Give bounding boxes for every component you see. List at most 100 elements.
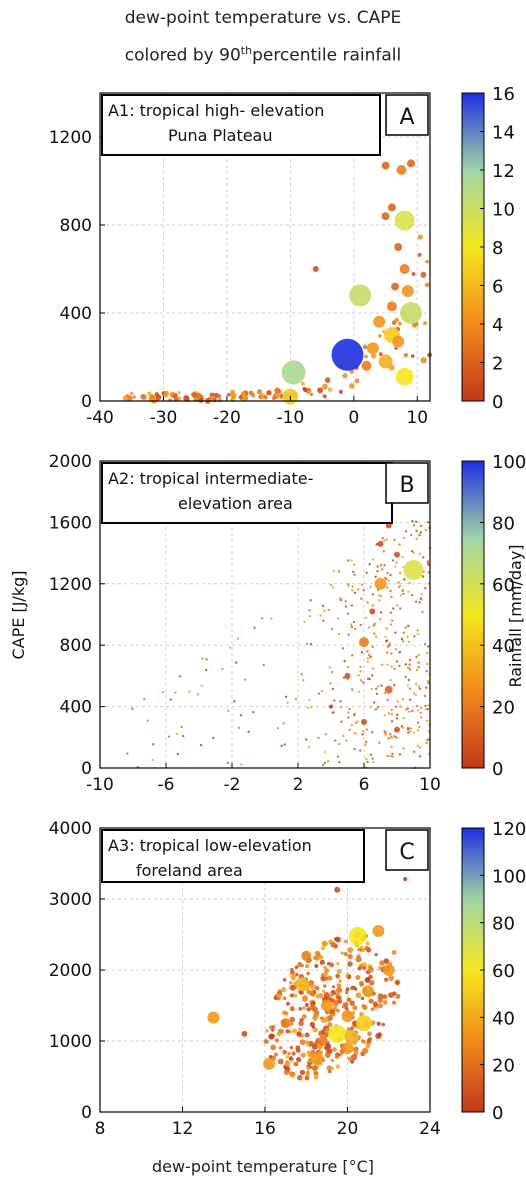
panel-b-scatter-point-small (407, 666, 410, 670)
panel-b-scatter-point-small (317, 692, 321, 695)
panel-c-scatter-point (241, 1030, 248, 1037)
panel-a-scatter-point-small (163, 390, 170, 397)
panel-b-scatter-point-small (389, 611, 392, 614)
panel-b-scatter-point-small (359, 665, 362, 669)
panel-a-scatter-point-small (423, 321, 428, 326)
panel-b-scatter-point-small (332, 586, 335, 589)
panel-a-scatter-point-small (411, 322, 418, 328)
panel-b-scatter-point-small (380, 568, 384, 571)
panel-b-scatter-point-small (374, 575, 377, 578)
panel-b-scatter-point-small (167, 735, 171, 738)
panel-a-scatter-point-small (397, 321, 403, 326)
panel-b-scatter-point-small (178, 675, 182, 678)
panel-b-scatter-point-small (407, 590, 410, 593)
panel-b-scatter-point-small (396, 713, 399, 716)
panel-b-scatter-point-small (337, 570, 341, 573)
panel-b-scatter-point-small (282, 722, 285, 725)
panel-a-scatter-point-small (238, 395, 243, 400)
panel-c-scatter-point-small (311, 1065, 317, 1071)
panel-a-letter: A (399, 105, 414, 130)
panel-b-scatter-point-small (395, 561, 398, 564)
title-line2-text-end: percentile rainfall (252, 45, 402, 66)
panel-b-scatter-point-small (409, 533, 413, 537)
panel-c-y-tick-label: 2000 (49, 961, 92, 981)
panel-b-scatter-point-small (408, 687, 412, 690)
panel-a-legend-box (101, 94, 381, 156)
panel-b-scatter-point-small (371, 645, 374, 648)
panel-a-scatter-point-small (250, 393, 256, 398)
panel-c-scatter-point-small (364, 945, 370, 951)
panel-b-scatter-point-small (404, 663, 408, 666)
panel-c-scatter-point-small (350, 1054, 357, 1061)
panel-a-scatter-point (394, 210, 415, 231)
panel-b-scatter-point-small (352, 620, 356, 624)
panel-a-scatter-point-small (378, 334, 382, 338)
panel-b-scatter-point-small (407, 678, 411, 682)
panel-a-colorbar-tick-label: 16 (492, 84, 515, 105)
panel-b-scatter-point-small (346, 612, 350, 615)
panel-b-scatter-point-small (371, 730, 374, 734)
panel-c-scatter-point-small (335, 1064, 341, 1069)
panel-b-scatter-point-small (425, 670, 428, 673)
panel-b-scatter-point-small (425, 741, 428, 745)
panel-b-scatter-point-small (427, 571, 430, 574)
panel-c-scatter-point-small (322, 984, 327, 988)
panel-b-scatter-point-small (376, 565, 379, 568)
panel-a-scatter-point-small (349, 369, 354, 374)
panel-b-scatter-point-small (389, 678, 392, 682)
panel-c-scatter-point-small (330, 1066, 335, 1071)
panel-b-scatter-point-small (196, 693, 200, 696)
panel-b-scatter-point-small (342, 676, 346, 679)
panel-c-scatter-point-small (377, 1003, 383, 1009)
panel-b-legend-line2: elevation area (178, 494, 293, 513)
panel-a-legend-line1: A1: tropical high- elevation (108, 101, 324, 120)
panel-b-scatter-point-small (351, 585, 354, 588)
panel-c-scatter-point-small (293, 993, 298, 998)
panel-c-scatter-point-small (341, 1005, 346, 1009)
panel-b-scatter-point-small (276, 727, 280, 730)
panel-b-scatter-point-small (379, 618, 382, 621)
panel-c-x-tick-label: 20 (337, 1119, 359, 1139)
panel-a-scatter-point-small (322, 394, 327, 399)
panel-a-scatter-point (349, 284, 372, 307)
panel-b-scatter-point-small (388, 579, 391, 582)
panel-c-y-tick-label: 1000 (49, 1032, 92, 1052)
panel-a-scatter-point (401, 285, 414, 297)
panel-c-scatter-point (320, 999, 333, 1012)
panel-b-scatter-point-small (199, 743, 203, 747)
panel-b-scatter-point-small (200, 684, 203, 687)
panel-c-scatter-point-small (370, 1007, 375, 1012)
panel-b-scatter-point-small (408, 581, 411, 585)
panel-b-scatter-point-small (143, 697, 146, 701)
panel-c-legend-box (101, 829, 365, 883)
panel-c-scatter-point-small (309, 990, 316, 997)
panel-b-scatter-point-small (401, 640, 405, 643)
panel-a-scatter-point-small (342, 373, 348, 379)
panel-c-scatter-point-small (270, 1044, 277, 1051)
panel-c-scatter-point (310, 1052, 323, 1065)
panel-c-scatter-point-small (359, 982, 364, 987)
panel-b-scatter-point-small (391, 752, 394, 756)
panel-b-scatter-point-small (409, 727, 412, 730)
panel-c-scatter-point-small (347, 975, 352, 980)
panel-b-scatter-point-small (205, 658, 208, 661)
panel-b-scatter-point-small (389, 623, 393, 626)
panel-b-scatter-point-small (410, 549, 414, 553)
panel-b-scatter-point-small (386, 698, 389, 702)
panel-b-scatter-point-small (422, 556, 425, 559)
panel-c-scatter-point (403, 877, 408, 882)
panel-b-scatter-point-small (383, 713, 386, 717)
panel-c-colorbar-tick-label: 0 (492, 1103, 503, 1124)
panel-b-scatter-point-small (356, 720, 359, 723)
panel-b-scatter-point-small (426, 738, 429, 741)
panel-b-scatter-point-small (309, 642, 313, 646)
panel-b-scatter-point-small (401, 726, 405, 729)
panel-b-scatter-point-small (366, 650, 369, 653)
panel-a-scatter-point-small (403, 352, 409, 358)
panel-a-scatter-point-small (302, 387, 308, 393)
panel-b-scatter-point-small (412, 692, 416, 695)
panel-b-scatter-point-small (239, 714, 243, 717)
panel-b-scatter-point-small (360, 679, 363, 682)
panel-b-scatter-point-small (337, 617, 340, 620)
panel-b-y-tick-label: 2000 (49, 452, 92, 472)
